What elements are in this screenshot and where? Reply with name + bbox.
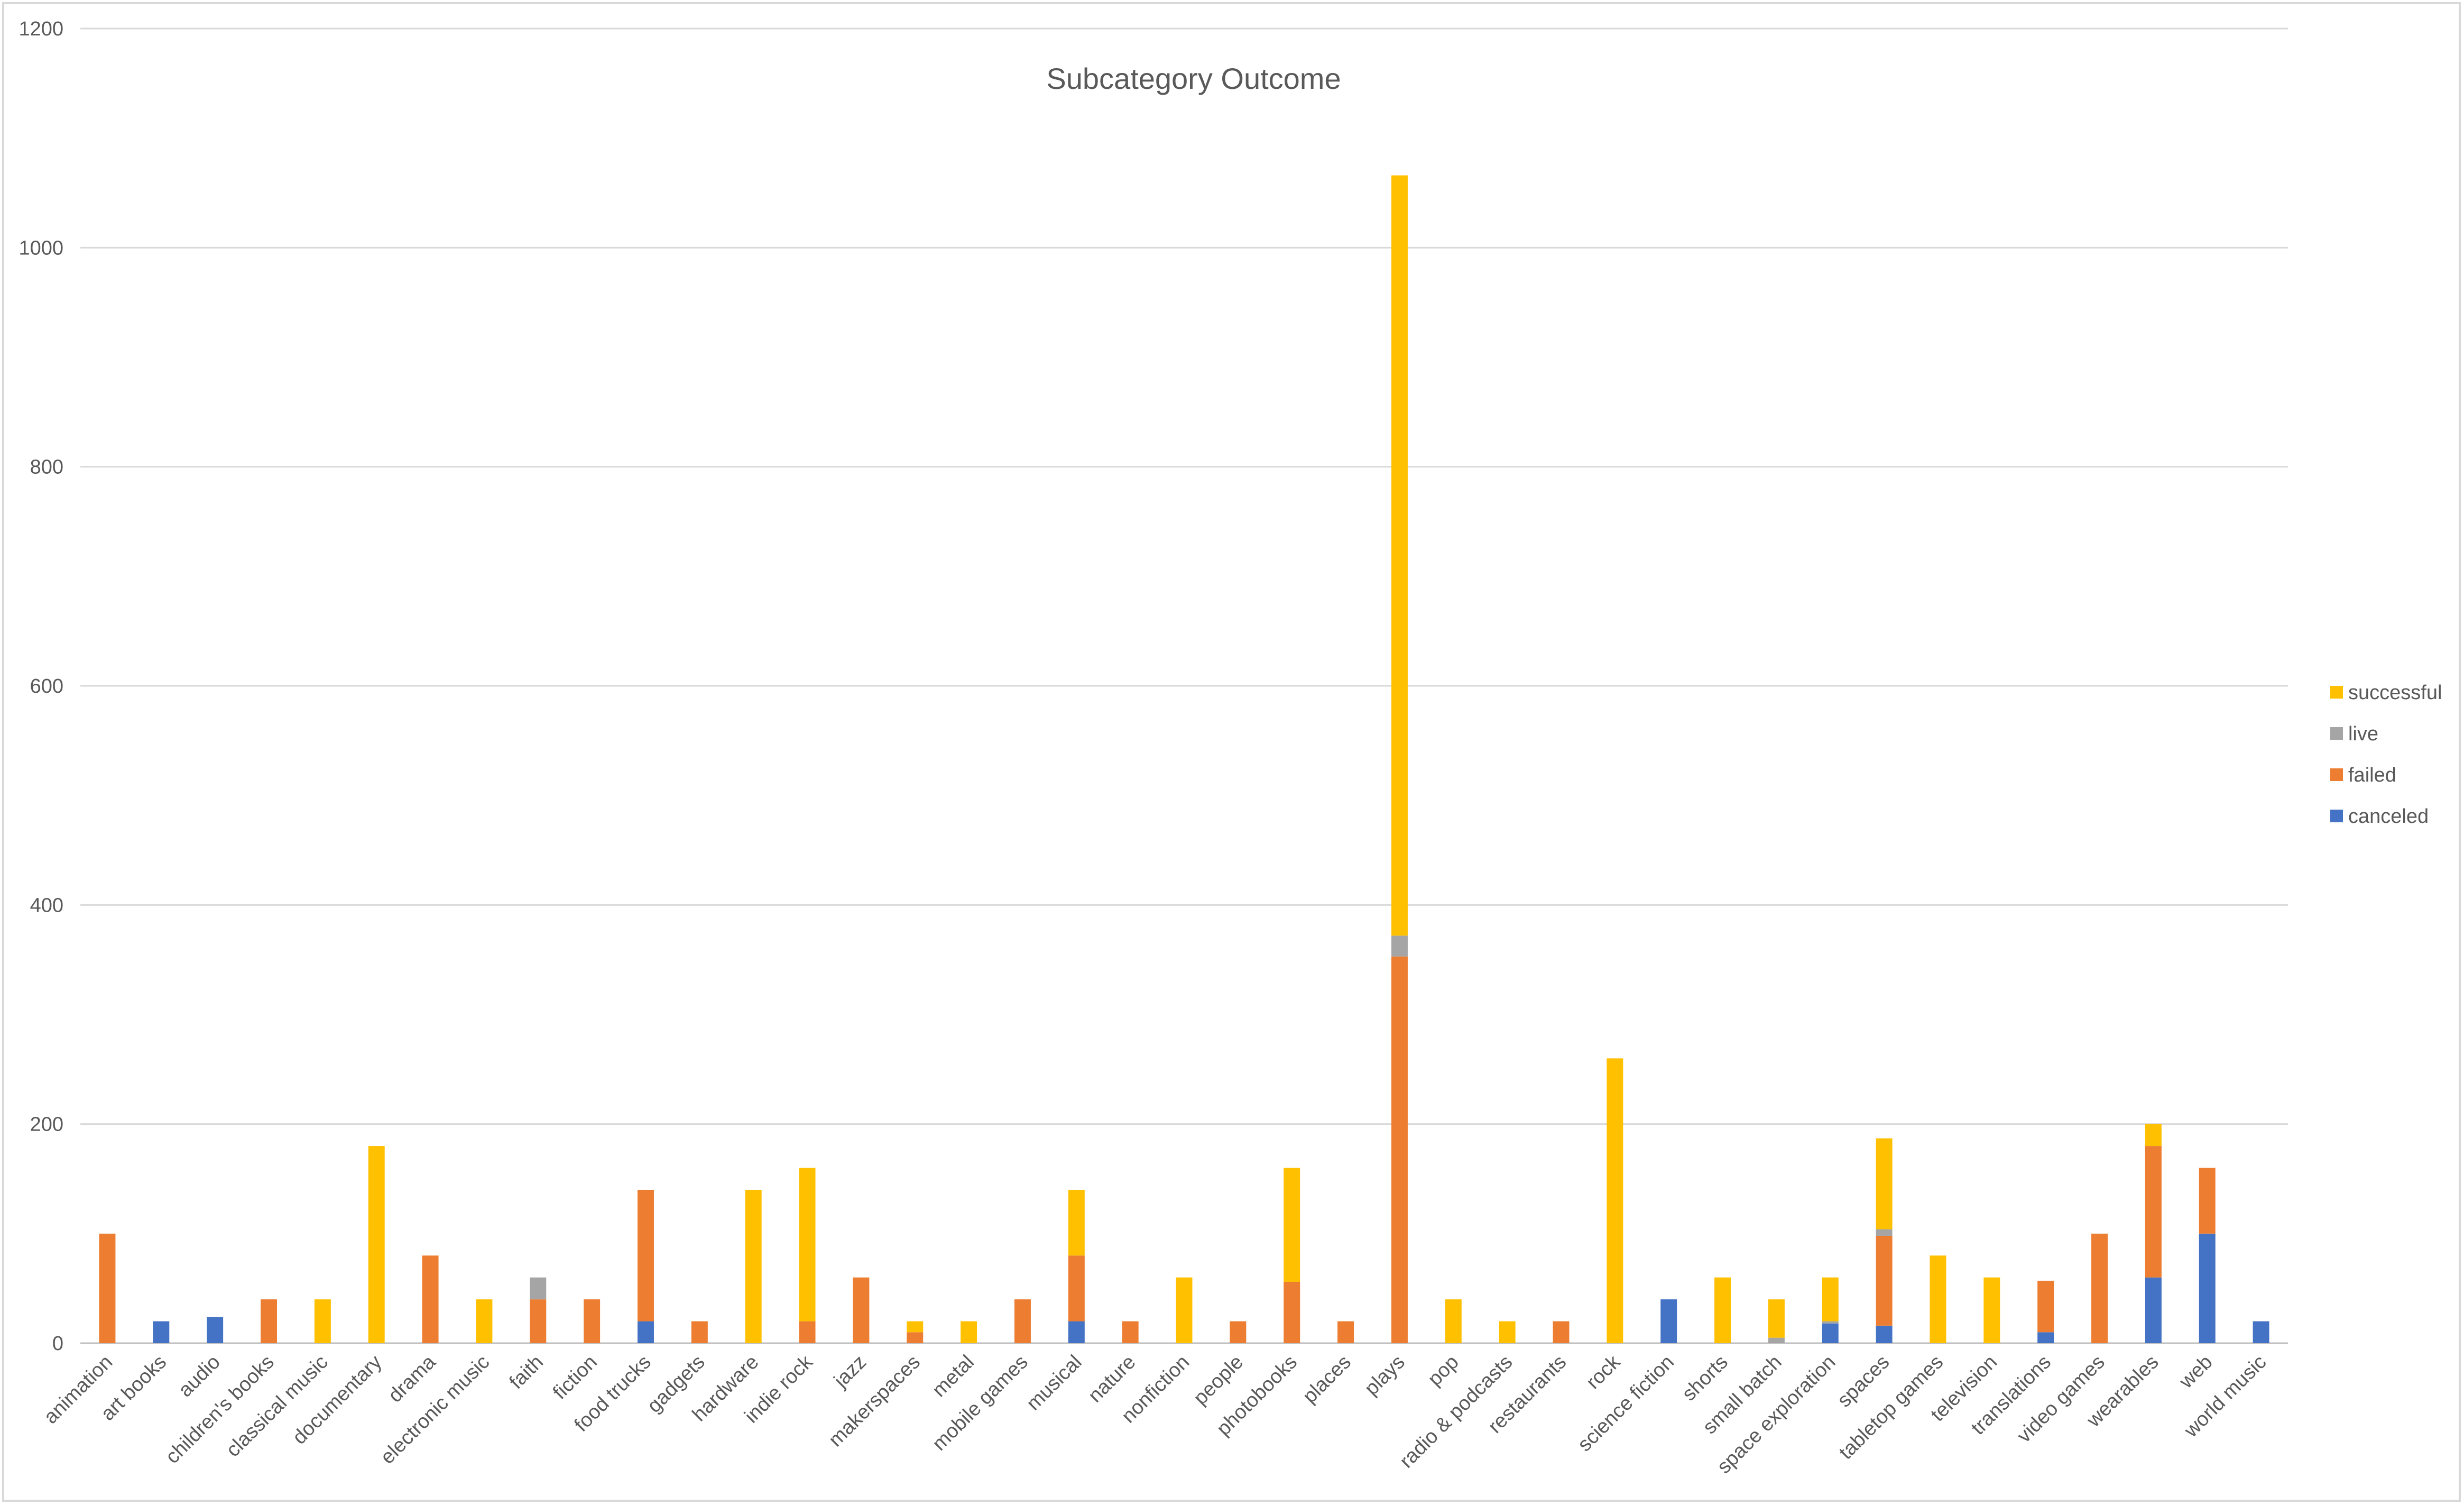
bar-segment-canceled <box>1876 1325 1893 1343</box>
bar-segment-successful <box>1607 1058 1623 1343</box>
gridlines <box>80 27 2288 1344</box>
bar-segment-failed <box>584 1299 601 1343</box>
bar-segment-failed <box>260 1299 277 1343</box>
y-tick-label: 200 <box>30 1114 63 1136</box>
legend: successful live failed canceled <box>2330 682 2442 828</box>
bar-segment-failed <box>530 1299 547 1343</box>
bar-segment-failed <box>1391 956 1408 1343</box>
bar-segment-canceled <box>1660 1299 1677 1343</box>
bar-segment-live <box>1768 1337 1785 1343</box>
bar-segment-successful <box>314 1299 331 1343</box>
bar-segment-successful <box>799 1168 816 1322</box>
bar-segment-successful <box>2145 1124 2162 1146</box>
bar-segment-successful <box>1768 1299 1785 1338</box>
bar-segment-failed <box>907 1332 924 1343</box>
bar-segment-failed <box>1068 1255 1085 1322</box>
bar-segment-successful <box>1714 1277 1731 1343</box>
bar-segment-live <box>1822 1321 1839 1324</box>
x-tick-label: rock <box>1582 1351 1625 1393</box>
legend-swatch-successful <box>2330 686 2343 699</box>
x-tick-label: web <box>2175 1351 2217 1393</box>
bar-segment-failed <box>1553 1321 1570 1343</box>
bar-segment-canceled <box>207 1317 224 1343</box>
bar-segment-failed <box>422 1255 439 1343</box>
bar-segment-failed <box>1337 1321 1354 1343</box>
bar-segment-canceled <box>2037 1332 2054 1343</box>
bar-segment-live <box>1876 1229 1893 1236</box>
bar-segment-successful <box>1176 1277 1193 1343</box>
bar-segment-canceled <box>1068 1321 1085 1343</box>
y-tick-label: 0 <box>52 1333 63 1355</box>
y-tick-label: 800 <box>30 456 63 479</box>
bar-segment-successful <box>907 1321 924 1333</box>
bar-segment-canceled <box>153 1321 170 1343</box>
bar-segment-failed <box>1230 1321 1247 1343</box>
x-tick-label: fiction <box>549 1351 602 1404</box>
bar-segment-failed <box>99 1233 116 1343</box>
y-tick-label: 400 <box>30 894 63 916</box>
bars <box>99 175 2269 1343</box>
bar-segment-failed <box>2199 1168 2216 1234</box>
legend-label-live: live <box>2348 723 2378 745</box>
bar-segment-failed <box>853 1277 870 1343</box>
bar-segment-failed <box>1014 1299 1031 1343</box>
x-tick-label: places <box>1299 1351 1355 1408</box>
bar-segment-canceled <box>2253 1321 2269 1343</box>
bar-segment-live <box>530 1277 547 1300</box>
x-tick-label: plays <box>1360 1351 1409 1400</box>
bar-segment-failed <box>1284 1281 1300 1343</box>
bar-segment-failed <box>637 1189 654 1322</box>
legend-swatch-failed <box>2330 768 2343 781</box>
bar-segment-failed <box>2145 1146 2162 1278</box>
y-axis-ticks: 0 200 400 600 800 1000 1200 <box>19 18 63 1355</box>
x-tick-label: mobile games <box>928 1351 1032 1455</box>
bar-segment-canceled <box>637 1321 654 1343</box>
x-tick-label: metal <box>928 1351 979 1401</box>
chart-title: Subcategory Outcome <box>1046 62 1341 95</box>
bar-segment-successful <box>961 1321 977 1343</box>
y-tick-label: 1200 <box>19 18 63 40</box>
x-tick-label: jazz <box>829 1351 871 1392</box>
legend-label-failed: failed <box>2348 764 2396 786</box>
bar-segment-canceled <box>2199 1233 2216 1343</box>
bar-segment-failed <box>1122 1321 1139 1343</box>
bar-segment-failed <box>799 1321 816 1343</box>
x-tick-label: audio <box>174 1351 225 1401</box>
bar-segment-canceled <box>1822 1323 1839 1343</box>
bar-segment-successful <box>1499 1321 1516 1343</box>
x-tick-label: science fiction <box>1574 1351 1678 1456</box>
bar-segment-successful <box>1983 1277 2000 1343</box>
legend-swatch-canceled <box>2330 810 2343 822</box>
legend-swatch-live <box>2330 727 2343 740</box>
bar-segment-successful <box>1068 1189 1085 1256</box>
bar-segment-live <box>1391 935 1408 957</box>
x-tick-label: pop <box>1424 1351 1463 1391</box>
bar-segment-successful <box>368 1146 385 1343</box>
bar-segment-successful <box>1822 1277 1839 1322</box>
bar-segment-failed <box>691 1321 708 1343</box>
bar-segment-successful <box>1930 1255 1946 1343</box>
legend-label-canceled: canceled <box>2348 805 2429 828</box>
bar-segment-failed <box>2091 1233 2108 1343</box>
bar-segment-failed <box>1876 1235 1893 1326</box>
bar-segment-successful <box>1284 1168 1300 1282</box>
x-tick-label: musical <box>1022 1351 1086 1415</box>
bar-segment-successful <box>1876 1138 1893 1229</box>
bar-segment-failed <box>2037 1280 2054 1333</box>
bar-segment-successful <box>1445 1299 1462 1343</box>
bar-segment-successful <box>476 1299 493 1343</box>
bar-segment-successful <box>1391 175 1408 936</box>
y-tick-label: 1000 <box>19 237 63 259</box>
bar-segment-canceled <box>2145 1277 2162 1343</box>
bar-segment-successful <box>745 1189 762 1343</box>
legend-label-successful: successful <box>2348 682 2442 704</box>
y-tick-label: 600 <box>30 675 63 698</box>
x-tick-label: faith <box>505 1351 548 1393</box>
